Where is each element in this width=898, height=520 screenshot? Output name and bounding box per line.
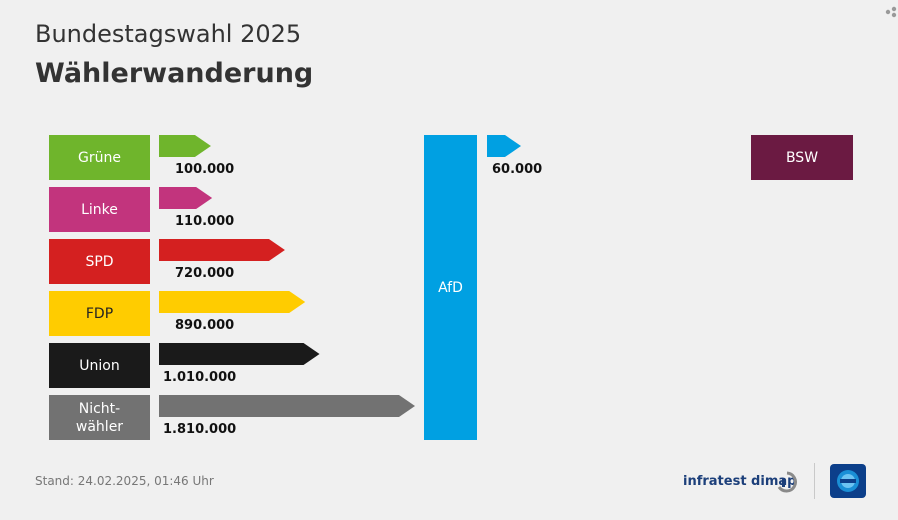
flow-value-spd: 720.000 [175, 266, 235, 281]
flow-arrow-linke [159, 187, 213, 209]
flow-value-bsw: 60.000 [492, 162, 543, 177]
flow-arrow-spd [159, 239, 285, 261]
party-label-nichtwaehler-line1: Nicht- [78, 400, 121, 417]
tagesschau-logo-icon [830, 464, 866, 498]
share-icon[interactable] [885, 6, 897, 18]
party-label-union: Union [79, 357, 120, 374]
party-label-gruene: Grüne [78, 149, 121, 166]
party-label-spd: SPD [85, 253, 114, 270]
bsw-box: BSW [751, 135, 853, 180]
flow-arrow-gruene [159, 135, 211, 157]
flow-value-gruene: 100.000 [175, 162, 235, 177]
party-label-fdp: FDP [85, 305, 114, 322]
flow-value-nichtwaehler: 1.810.000 [163, 422, 237, 437]
flow-value-linke: 110.000 [175, 214, 235, 229]
footer-divider [814, 463, 815, 499]
flow-value-union: 1.010.000 [163, 370, 237, 385]
party-box-fdp: FDP [49, 291, 150, 336]
party-label-nichtwaehler-line2: wähler [75, 418, 124, 435]
afd-label: AfD [438, 279, 463, 296]
chart-title: Wählerwanderung [35, 58, 314, 89]
bsw-label: BSW [785, 149, 819, 166]
stand-timestamp: Stand: 24.02.2025, 01:46 Uhr [35, 474, 214, 488]
flow-arrow-outflow-bsw [487, 135, 521, 157]
flow-arrow-fdp [159, 291, 306, 313]
flow-arrow-union [159, 343, 320, 365]
party-box-nichtwaehler: Nicht- wähler [49, 395, 150, 440]
flow-value-fdp: 890.000 [175, 318, 235, 333]
chart-supertitle: Bundestagswahl 2025 [35, 20, 302, 48]
party-label-linke: Linke [81, 201, 118, 218]
party-box-union: Union [49, 343, 150, 388]
infratest-dimap-logo-icon [777, 471, 797, 493]
party-box-linke: Linke [49, 187, 150, 232]
flow-arrow-nichtwaehler [159, 395, 415, 417]
party-box-spd: SPD [49, 239, 150, 284]
afd-bar: AfD [424, 135, 477, 440]
infratest-dimap-logo-text: infratest dimap [683, 474, 797, 489]
party-box-gruene: Grüne [49, 135, 150, 180]
